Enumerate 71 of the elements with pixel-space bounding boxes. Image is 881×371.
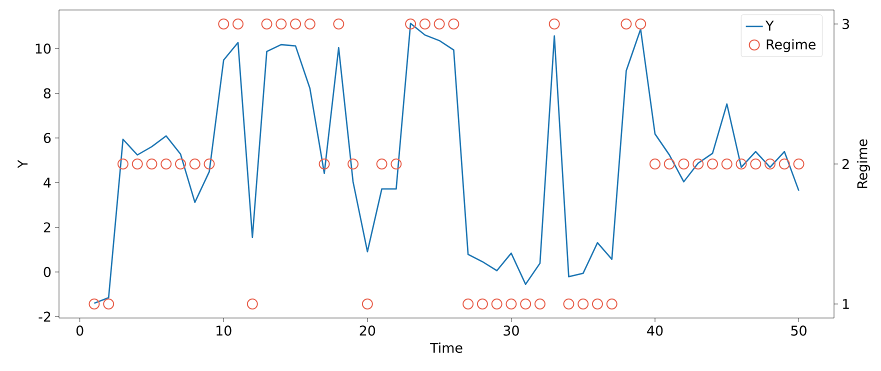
point (246, 298, 258, 310)
point (261, 18, 272, 30)
y-axis-title: Y (18, 160, 28, 168)
point (434, 18, 445, 30)
x-tick-label: 40 (647, 326, 663, 336)
point (204, 158, 215, 170)
point (764, 158, 776, 170)
x-tick-label: 30 (504, 326, 519, 336)
point (218, 18, 230, 30)
y-tick-label: 0 (44, 266, 51, 278)
x-tick-label: 10 (216, 326, 232, 336)
point (390, 158, 402, 170)
point (736, 158, 747, 170)
point (348, 158, 359, 170)
y2-axis-title: Regime (856, 139, 870, 188)
point (606, 298, 618, 310)
point (160, 158, 172, 170)
point (520, 298, 532, 310)
y-tick-label: -2 (38, 312, 50, 322)
point (146, 158, 158, 170)
point (793, 158, 804, 170)
point (189, 158, 200, 170)
y-tick-label: 8 (44, 88, 51, 98)
point (232, 18, 244, 30)
point (376, 158, 388, 170)
point (692, 158, 704, 170)
point (103, 298, 114, 310)
y-tick-label: 4 (44, 178, 51, 188)
point (534, 298, 546, 310)
point (506, 298, 517, 310)
point (678, 158, 690, 170)
point (635, 18, 646, 30)
point (721, 158, 732, 170)
legend-label: Y (766, 20, 774, 31)
point (304, 18, 316, 30)
y-tick-label: 10 (36, 44, 51, 54)
y2-tick-label: 2 (842, 159, 849, 169)
y-tick-label: 2 (44, 222, 50, 232)
point (362, 298, 373, 310)
point (333, 18, 344, 30)
point (405, 18, 416, 30)
point (707, 158, 718, 170)
point (132, 158, 143, 170)
point (650, 158, 660, 170)
point (462, 298, 474, 310)
legend-label: Regime (766, 39, 816, 52)
point (117, 158, 128, 170)
y-tick-label: 6 (44, 132, 51, 144)
x-tick-label: 20 (360, 326, 376, 336)
point (750, 158, 762, 170)
point (778, 158, 790, 170)
point (318, 158, 330, 170)
x-axis-title: Time (430, 342, 462, 353)
point (620, 18, 632, 30)
y2-tick-label: 3 (842, 18, 850, 30)
point (491, 298, 502, 310)
point (563, 298, 574, 310)
point (476, 298, 488, 310)
point (175, 158, 186, 170)
point (419, 18, 430, 30)
x-tick-label: 50 (791, 326, 806, 336)
point (548, 18, 560, 30)
point (664, 158, 675, 170)
point (88, 298, 100, 310)
point (578, 298, 589, 310)
point (276, 18, 287, 30)
y2-tick-label: 1 (843, 299, 849, 309)
x-tick-label: 0 (76, 326, 84, 336)
point (290, 18, 302, 30)
point (448, 18, 460, 30)
point (592, 298, 603, 310)
